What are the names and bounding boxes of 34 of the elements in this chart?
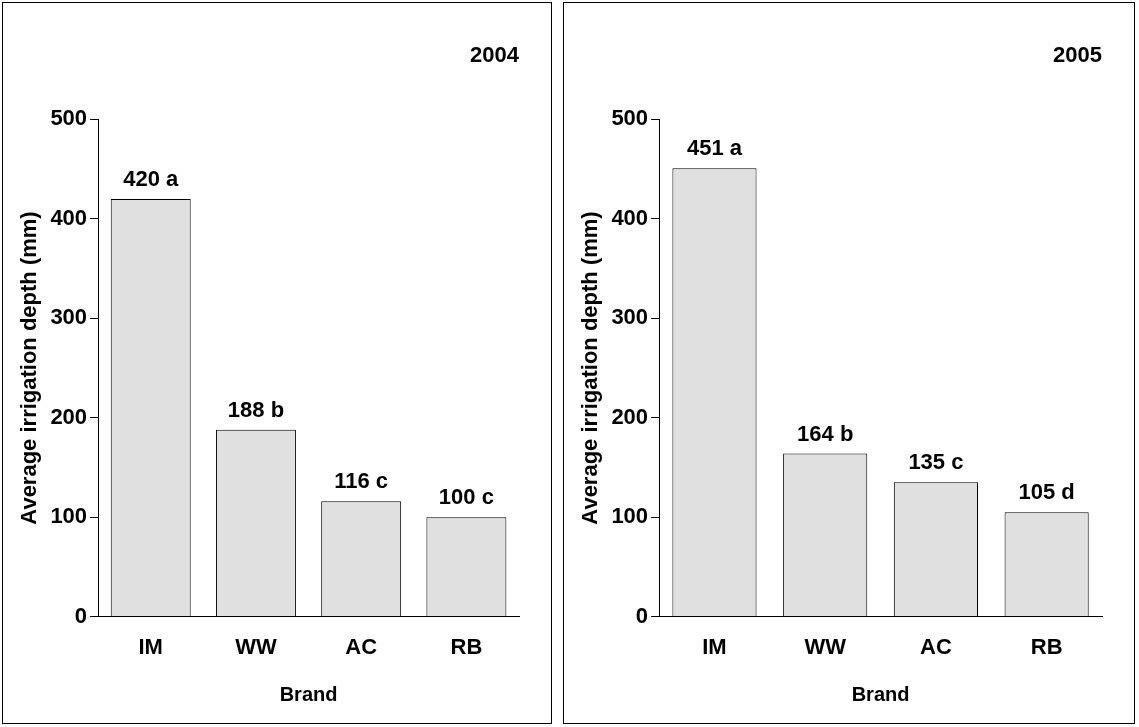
x-tick-label: WW: [235, 633, 277, 659]
y-tick-label: 200: [611, 403, 649, 429]
y-tick-label: 500: [611, 105, 649, 131]
y-tick-label: 0: [74, 602, 88, 628]
x-tick-label: IM: [702, 633, 727, 659]
chart-title: 2004: [470, 42, 520, 68]
x-tick-label: RB: [1030, 633, 1063, 659]
y-tick-label: 300: [611, 304, 649, 330]
x-axis-title: Brand: [279, 682, 338, 705]
x-tick-label: AC: [345, 633, 378, 659]
data-label: 135 c: [908, 449, 964, 475]
data-label: 420 a: [123, 166, 179, 192]
data-label: 164 b: [797, 420, 854, 446]
y-tick-label: 0: [635, 602, 649, 628]
y-axis-title: Average irrigation depth (mm): [577, 211, 603, 525]
y-tick-label: 200: [50, 403, 88, 429]
x-tick-label: AC: [920, 633, 952, 659]
y-axis-title: Average irrigation depth (mm): [16, 211, 42, 525]
chart-title: 2005: [1053, 42, 1102, 68]
data-label: 451 a: [686, 135, 743, 161]
y-tick-label: 300: [50, 304, 88, 330]
x-tick-label: WW: [804, 633, 847, 659]
y-tick-label: 400: [611, 204, 649, 230]
data-label: 105 d: [1018, 479, 1075, 505]
y-tick-label: 100: [50, 503, 88, 529]
data-label: 116 c: [334, 468, 389, 494]
x-tick-label: IM: [138, 633, 163, 659]
y-tick-label: 100: [611, 503, 649, 529]
data-label: 188 b: [227, 396, 285, 422]
x-axis-title: Brand: [851, 682, 910, 705]
y-tick-label: 400: [50, 204, 88, 230]
y-tick-label: 500: [50, 105, 88, 131]
x-tick-label: RB: [450, 633, 483, 659]
data-label: 100 c: [438, 484, 494, 510]
